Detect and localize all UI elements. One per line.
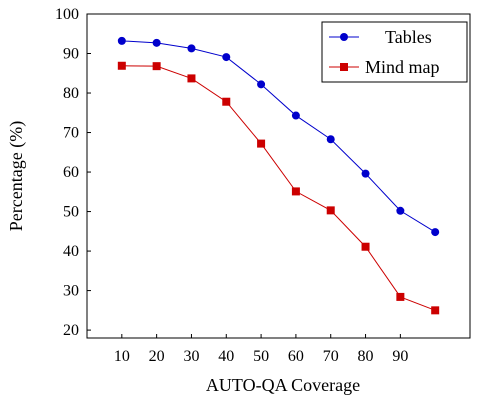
x-axis-label: AUTO-QA Coverage — [206, 375, 360, 395]
legend-marker-tables — [340, 33, 348, 41]
y-tick-label: 70 — [63, 125, 79, 142]
data-point — [291, 111, 300, 120]
data-point — [361, 169, 370, 178]
data-point — [152, 38, 161, 47]
x-tick-label: 90 — [392, 348, 408, 365]
data-point — [291, 187, 300, 196]
data-point — [117, 36, 126, 45]
legend-label-tables: Tables — [385, 27, 432, 47]
x-tick-label: 40 — [218, 348, 234, 365]
data-point — [152, 62, 161, 71]
y-tick-label: 20 — [63, 322, 79, 339]
y-tick-label: 60 — [63, 164, 79, 181]
x-tick-label: 50 — [253, 348, 269, 365]
data-point — [257, 80, 266, 89]
series-tables — [117, 36, 440, 237]
data-point — [326, 206, 335, 215]
y-tick-label: 90 — [63, 46, 79, 63]
series-line-tables — [121, 40, 436, 233]
data-point — [257, 139, 266, 148]
legend-box — [321, 21, 468, 83]
series-mind-map — [117, 61, 440, 315]
data-point — [117, 61, 126, 70]
plot-area — [86, 13, 471, 339]
x-tick-label: 20 — [149, 348, 165, 365]
x-tick-label: 60 — [288, 348, 304, 365]
data-point — [431, 228, 440, 237]
y-tick-label: 30 — [63, 283, 79, 300]
x-tick-label: 10 — [114, 348, 130, 365]
y-tick-label: 50 — [63, 204, 79, 221]
legend: Tables Mind map — [321, 21, 468, 83]
data-point — [326, 135, 335, 144]
data-point — [396, 292, 405, 301]
legend-marker-mind-map — [340, 63, 348, 71]
legend-label-mind-map: Mind map — [365, 57, 440, 77]
y-axis-label: Percentage (%) — [6, 121, 27, 231]
data-point — [187, 74, 196, 83]
data-point — [222, 53, 231, 62]
y-tick-label: 40 — [63, 243, 79, 260]
x-tick-label: 70 — [323, 348, 339, 365]
data-point — [222, 97, 231, 106]
y-tick-label: 100 — [55, 6, 79, 23]
data-point — [187, 44, 196, 53]
y-tick-label: 80 — [63, 85, 79, 102]
series-line-mind-map — [121, 65, 436, 311]
data-point — [361, 242, 370, 251]
x-tick-label: 30 — [183, 348, 199, 365]
data-point — [431, 306, 440, 315]
x-tick-label: 80 — [358, 348, 374, 365]
data-point — [396, 206, 405, 215]
